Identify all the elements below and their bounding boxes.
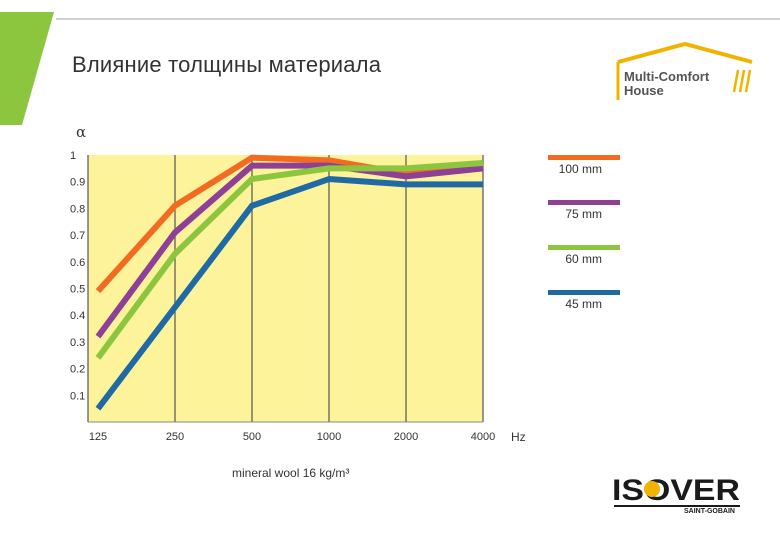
series-line-45mm: [95, 176, 483, 411]
x-axis-unit: Hz: [511, 430, 526, 444]
roof-icon: [617, 41, 753, 64]
series-line-60mm: [95, 160, 484, 360]
y-tick-label: 0.3: [70, 337, 85, 349]
plot-area: [88, 155, 483, 422]
y-tick-label: 0.4: [70, 310, 85, 322]
legend-label: 45 mm: [565, 297, 602, 311]
logo-bars-icon: [732, 69, 752, 93]
x-tick-label: 1000: [317, 431, 341, 443]
y-tick-label: 0.9: [70, 177, 85, 189]
isover-wordmark: ISOVER: [612, 474, 740, 507]
y-tick-label: 0.8: [70, 203, 85, 215]
decor-green-stripe: [0, 12, 54, 125]
isover-sun-icon: [644, 481, 660, 497]
legend-swatch: [548, 290, 620, 295]
slide-title: Влияние толщины материала: [72, 52, 382, 77]
y-tick-label: 1: [70, 150, 76, 162]
y-tick-label: 0.2: [70, 364, 85, 376]
logo-line-1: Multi-Comfort: [624, 69, 710, 84]
y-tick-labels: 0.1 0.2 0.3 0.4 0.5 0.6 0.7 0.8 0.9 1: [70, 150, 85, 402]
legend-swatch: [548, 155, 620, 160]
saint-gobain-text: SAINT-GOBAIN: [684, 508, 735, 515]
legend-label: 75 mm: [565, 207, 602, 221]
legend-swatch: [548, 245, 620, 250]
x-tick-label: 4000: [471, 431, 495, 443]
legend-swatch: [548, 200, 620, 205]
legend-label: 100 mm: [559, 162, 602, 176]
x-tick-labels: 125 250 500 1000 2000 4000: [89, 431, 495, 443]
material-note: mineral wool 16 kg/m³: [232, 466, 349, 480]
y-tick-label: 0.5: [70, 284, 85, 296]
y-tick-label: 0.6: [70, 257, 85, 269]
legend-label: 60 mm: [565, 252, 602, 266]
y-tick-label: 0.7: [70, 230, 85, 242]
x-tick-label: 500: [243, 431, 261, 443]
isover-underline: [614, 505, 740, 507]
y-axis-label: α: [76, 123, 86, 141]
x-tick-label: 250: [166, 431, 184, 443]
x-tick-label: 2000: [394, 431, 418, 443]
x-tick-label: 125: [89, 431, 107, 443]
y-tick-label: 0.1: [70, 390, 85, 402]
grid: [87, 155, 484, 423]
decor-top-line: [56, 18, 780, 20]
series-layer: [95, 154, 484, 411]
series-line-75mm: [95, 162, 484, 339]
legend: 100 mm 75 mm 60 mm 45 mm: [548, 155, 620, 311]
logo-line-2: House: [624, 83, 664, 98]
